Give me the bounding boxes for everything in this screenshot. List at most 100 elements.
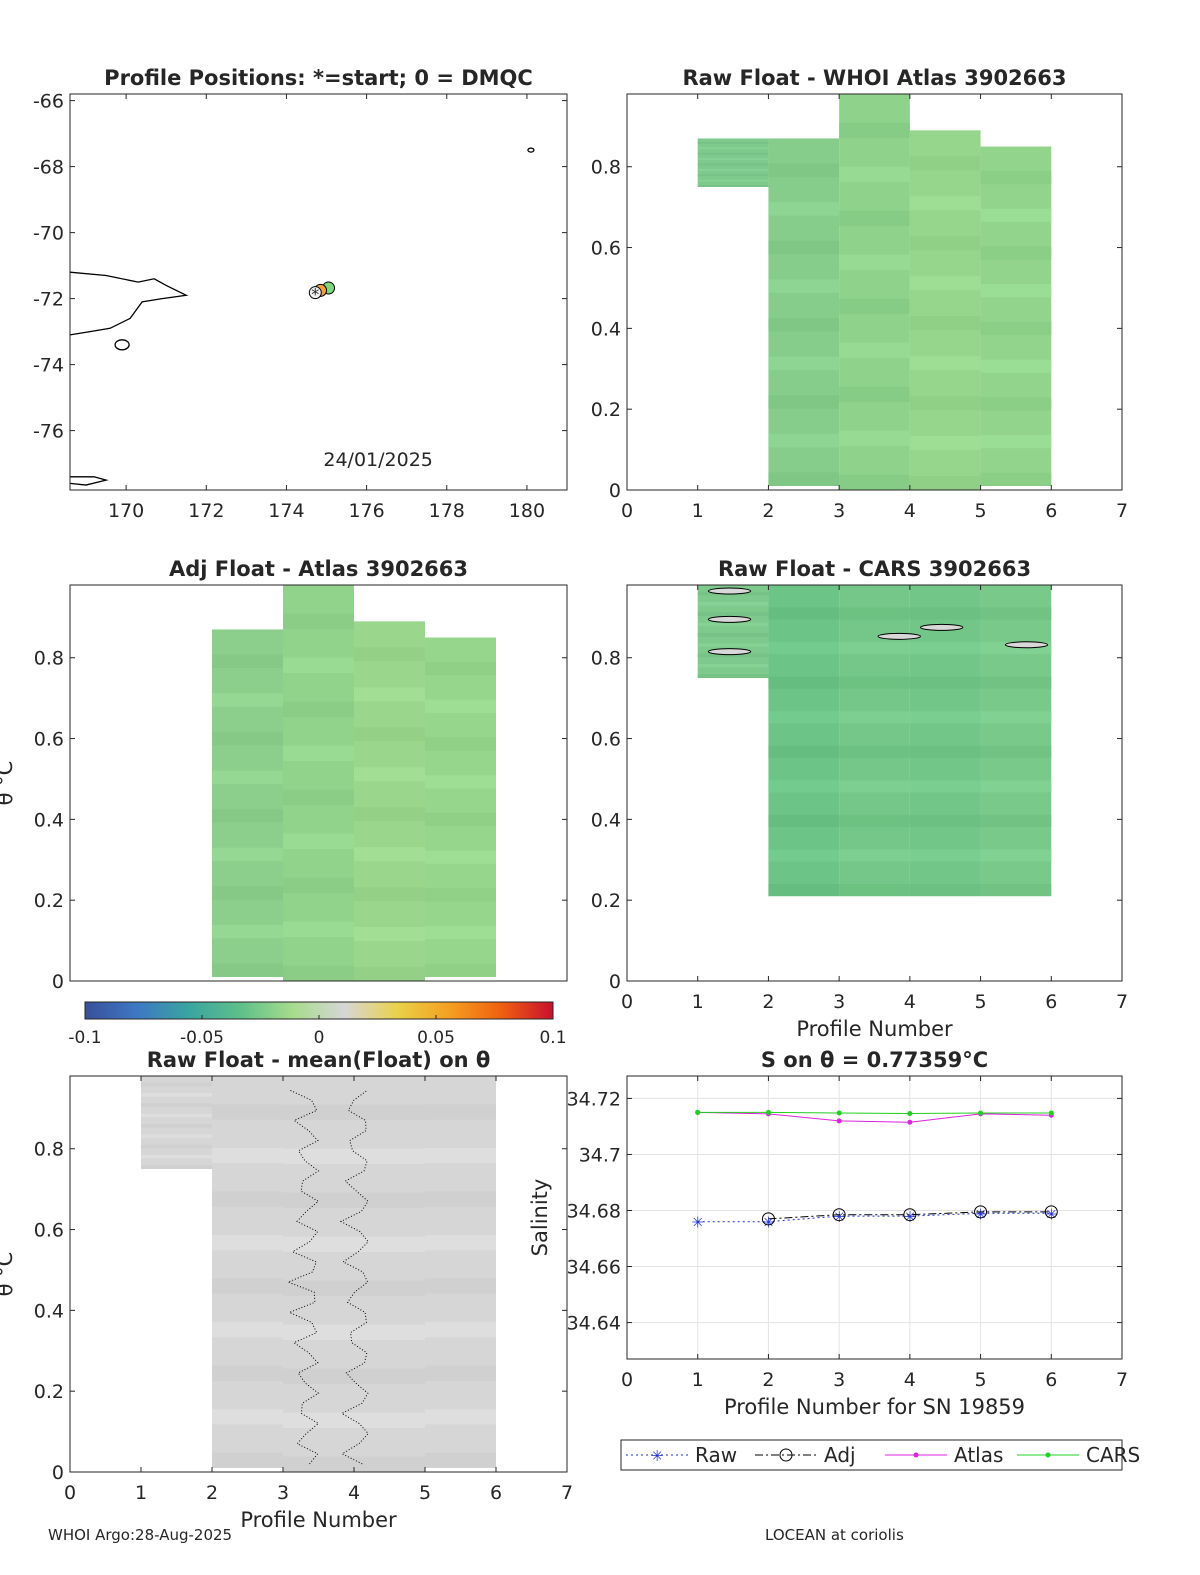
heatmap-band [697, 633, 769, 637]
heatmap-band [980, 397, 1052, 411]
heatmap-band [212, 1234, 283, 1251]
y-tick-label-3: 0.8 [591, 648, 621, 670]
series-point-adj [974, 1205, 988, 1219]
heatmap-band [980, 849, 1052, 862]
heatmap-band [283, 1280, 354, 1296]
heatmap-band [354, 1412, 425, 1428]
series-point-adj [1044, 1205, 1058, 1219]
heatmap-band [141, 1124, 212, 1128]
y-axis-label-5: Salinity [528, 1179, 552, 1257]
heatmap-band [980, 435, 1052, 449]
series-line-raw [697, 1212, 1052, 1223]
y-tick-label-4: 0.6 [34, 1220, 64, 1242]
heatmap-band [283, 1368, 354, 1384]
heatmap-band [980, 814, 1052, 827]
y-axis-label-4: θ °C [0, 1252, 17, 1297]
heatmap-column [697, 585, 769, 678]
x-tick-label-4: 2 [206, 1482, 218, 1504]
map-date-annotation: 24/01/2025 [323, 449, 433, 471]
heatmap-column [697, 138, 769, 187]
x-tick-label-5: 1 [692, 1369, 704, 1391]
x-tick-label-1: 3 [833, 500, 845, 522]
y-tick-label-3: 0 [609, 971, 621, 993]
heatmap-band [425, 1365, 496, 1381]
x-tick-label-0: 180 [509, 500, 545, 522]
heatmap-band [839, 607, 910, 620]
start-marker: * [311, 285, 319, 304]
series-point-raw: ✳ [691, 1214, 704, 1232]
heatmap-band [768, 780, 840, 793]
y-tick-label-1: 0.2 [591, 399, 621, 421]
coastline-island [114, 339, 130, 351]
heatmap-band [212, 924, 283, 939]
heatmap-band [354, 1368, 425, 1384]
heatmap-band [909, 849, 981, 862]
series-point-cars [765, 1109, 771, 1115]
heatmap-band [909, 780, 981, 793]
heatmap-band [283, 613, 354, 629]
heatmap-band [212, 963, 283, 977]
y-tick-label-1: 0 [609, 480, 621, 502]
heatmap-band [212, 1191, 283, 1207]
y-tick-label-2: 0.4 [34, 809, 64, 831]
heatmap-band [909, 676, 981, 689]
heatmap-band [697, 158, 769, 160]
x-tick-label-0: 172 [188, 500, 224, 522]
heatmap-band [768, 642, 840, 655]
heatmap-band [839, 814, 910, 827]
heatmap-band [768, 884, 840, 897]
heatmap-band [839, 745, 910, 758]
heatmap-band [909, 156, 981, 171]
heatmap-band [980, 711, 1052, 724]
heatmap-band [141, 1134, 212, 1138]
heatmap-band [425, 1452, 496, 1468]
x-tick-label-3: 6 [1045, 991, 1057, 1013]
heatmap-band [768, 395, 840, 409]
series-point-raw: ✳ [904, 1208, 917, 1226]
heatmap-band [839, 884, 910, 897]
heatmap-band [909, 745, 981, 758]
series-point-raw: ✳ [833, 1208, 846, 1226]
heatmap-band [354, 1324, 425, 1340]
heatmap-column [354, 1076, 425, 1472]
heatmap-band [909, 884, 981, 897]
heatmap-band [212, 847, 283, 862]
heatmap-band [909, 236, 981, 251]
axes-box-5 [626, 1075, 1123, 1360]
series-point-adj [761, 1212, 775, 1226]
heatmap-band [697, 152, 769, 155]
heatmap-band [980, 208, 1052, 222]
y-tick-label-1: 0.6 [591, 238, 621, 260]
heatmap-band [354, 767, 425, 782]
y-tick-label-5: 34.66 [567, 1257, 621, 1279]
heatmap-band [283, 921, 354, 937]
heatmap-band [697, 185, 769, 187]
heatmap-band [212, 770, 283, 784]
heatmap-band [283, 1236, 354, 1252]
contour-line [707, 587, 752, 595]
x-tick-label-5: 7 [1116, 1369, 1128, 1391]
heatmap-band [768, 279, 840, 293]
heatmap-band [768, 356, 840, 371]
heatmap-band [697, 163, 769, 166]
heatmap-band [768, 163, 840, 178]
x-tick-label-0: 176 [348, 500, 384, 522]
heatmap-column [283, 585, 354, 981]
heatmap-band [283, 701, 354, 717]
heatmap-column [283, 1076, 354, 1472]
heatmap-column [768, 585, 840, 897]
heatmap-band [839, 122, 910, 138]
heatmap-band [212, 654, 283, 669]
heatmap-band [425, 1104, 496, 1120]
heatmap-column [839, 94, 910, 490]
footer-left: WHOI Argo:28-Aug-2025 [48, 1526, 233, 1544]
heatmap-band [212, 731, 283, 746]
heatmap-band [425, 812, 496, 827]
heatmap-band [354, 927, 425, 942]
heatmap-band [839, 166, 910, 182]
axes-box-3 [626, 584, 1123, 982]
heatmap-band [354, 807, 425, 822]
axes-box-0 [69, 93, 568, 491]
heatmap-column [980, 146, 1052, 486]
